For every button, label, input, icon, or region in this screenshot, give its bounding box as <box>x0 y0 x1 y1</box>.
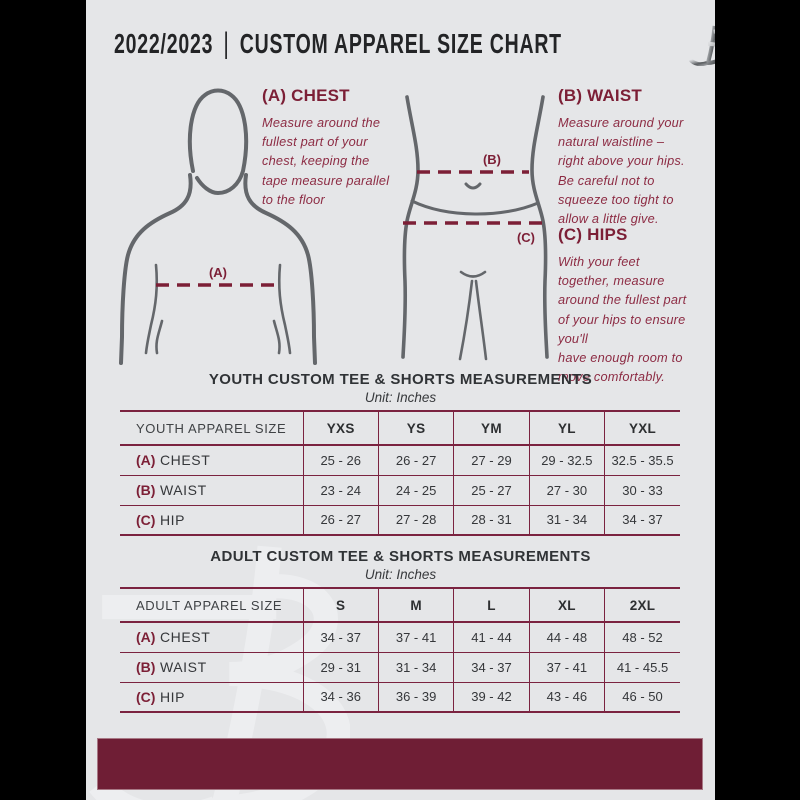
youth-size-yl: YL <box>528 410 605 446</box>
adult-size-s: S <box>302 587 379 623</box>
row-label: (B) WAIST <box>120 652 303 683</box>
youth-size-ys: YS <box>377 410 454 446</box>
waist-guide: (B) WAIST Measure around your natural wa… <box>558 86 714 228</box>
row-prefix: (C) <box>136 511 156 528</box>
adult-size-l: L <box>453 587 530 623</box>
row-prefix: (A) <box>136 629 156 646</box>
cell-value: 43 - 46 <box>528 682 605 713</box>
adult-waist-row: (B) WAIST 29 - 31 31 - 34 34 - 37 37 - 4… <box>120 652 680 683</box>
cell-value: 24 - 25 <box>377 475 454 506</box>
row-prefix: (A) <box>136 452 156 469</box>
cell-value: 26 - 27 <box>377 445 454 476</box>
cell-value: 28 - 31 <box>453 505 530 536</box>
cell-value: 29 - 32.5 <box>528 445 605 476</box>
waist-heading: (B) WAIST <box>558 86 642 105</box>
youth-size-ym: YM <box>453 410 530 446</box>
cell-value: 46 - 50 <box>604 682 680 713</box>
adult-size-table: ADULT APPAREL SIZE S M L XL 2XL (A) CHES… <box>120 587 680 713</box>
youth-size-table: YOUTH APPAREL SIZE YXS YS YM YL YXL (A) … <box>120 410 680 536</box>
youth-chest-row: (A) CHEST 25 - 26 26 - 27 27 - 29 29 - 3… <box>120 445 680 476</box>
adult-size-m: M <box>377 587 454 623</box>
row-label-text: WAIST <box>159 482 207 498</box>
youth-hip-row: (C) HIP 26 - 27 27 - 28 28 - 31 31 - 34 … <box>120 505 680 536</box>
upper-body-diagram: (A) <box>119 88 317 365</box>
row-prefix: (B) <box>136 659 156 675</box>
cell-value: 48 - 52 <box>604 622 680 653</box>
cell-value: 37 - 41 <box>377 622 454 653</box>
lower-body-diagram: (B) (C) <box>401 95 549 361</box>
cell-value: 41 - 45.5 <box>604 652 680 683</box>
hips-instructions: With your feet together, measure around … <box>558 254 687 385</box>
footer-accent-bar <box>97 738 703 790</box>
cell-value: 44 - 48 <box>528 622 605 653</box>
title-divider: | <box>223 25 230 59</box>
cell-value: 25 - 27 <box>453 475 530 506</box>
cell-value: 29 - 31 <box>302 652 379 683</box>
row-label-text: HIP <box>159 511 186 528</box>
adult-size-col-header: ADULT APPAREL SIZE <box>120 587 303 623</box>
row-label: (B) WAIST <box>120 475 303 506</box>
chest-guide: (A) CHEST Measure around the fullest par… <box>262 86 412 209</box>
chest-heading: (A) CHEST <box>262 86 350 105</box>
cell-value: 27 - 28 <box>377 505 454 536</box>
cell-value: 36 - 39 <box>377 682 454 713</box>
chest-instructions: Measure around the fullest part of your … <box>262 115 390 207</box>
cell-value: 39 - 42 <box>453 682 530 713</box>
youth-unit-label: Unit: Inches <box>364 390 437 405</box>
cell-value: 23 - 24 <box>302 475 379 506</box>
waist-marker-label: (B) <box>483 152 501 167</box>
hips-heading: (C) HIPS <box>558 225 628 244</box>
cell-value: 34 - 36 <box>302 682 379 713</box>
cell-value: 34 - 37 <box>604 505 680 536</box>
hip-marker-label: (C) <box>517 230 535 245</box>
cell-value: 32.5 - 35.5 <box>604 445 680 476</box>
row-label: (A) CHEST <box>120 622 303 653</box>
row-label-text: CHEST <box>159 452 211 469</box>
cell-value: 34 - 37 <box>453 652 530 683</box>
cell-value: 26 - 27 <box>302 505 379 536</box>
season-label: 2022/2023 <box>114 28 214 59</box>
row-label: (A) CHEST <box>120 445 303 476</box>
hips-guide: (C) HIPS With your feet together, measur… <box>558 225 714 386</box>
row-label-text: HIP <box>159 688 186 705</box>
cell-value: 31 - 34 <box>528 505 605 536</box>
adult-size-2xl: 2XL <box>604 587 680 623</box>
row-label: (C) HIP <box>120 505 303 536</box>
youth-size-yxl: YXL <box>604 410 680 446</box>
row-prefix: (B) <box>136 482 156 498</box>
adult-section-title: ADULT CUSTOM TEE & SHORTS MEASUREMENTS <box>210 548 591 565</box>
cell-value: 27 - 30 <box>528 475 605 506</box>
cell-value: 27 - 29 <box>453 445 530 476</box>
youth-waist-row: (B) WAIST 23 - 24 24 - 25 25 - 27 27 - 3… <box>120 475 680 506</box>
chest-marker-label: (A) <box>209 265 227 280</box>
breakaway-b-logo-icon <box>688 25 715 66</box>
size-chart-page: 2022/2023 | CUSTOM APPAREL SIZE CHART <box>86 0 715 800</box>
cell-value: 30 - 33 <box>604 475 680 506</box>
cell-value: 31 - 34 <box>377 652 454 683</box>
page-title: 2022/2023 | CUSTOM APPAREL SIZE CHART <box>114 25 562 61</box>
cell-value: 34 - 37 <box>302 622 379 653</box>
youth-size-yxs: YXS <box>302 410 379 446</box>
row-label-text: WAIST <box>159 659 207 675</box>
adult-chest-row: (A) CHEST 34 - 37 37 - 41 41 - 44 44 - 4… <box>120 622 680 653</box>
title-text: CUSTOM APPAREL SIZE CHART <box>239 28 562 59</box>
cell-value: 25 - 26 <box>302 445 379 476</box>
row-label: (C) HIP <box>120 682 303 713</box>
adult-header-row: ADULT APPAREL SIZE S M L XL 2XL <box>120 587 680 623</box>
youth-header-row: YOUTH APPAREL SIZE YXS YS YM YL YXL <box>120 410 680 446</box>
brand-lockup: BREAKAWAY <box>688 22 715 66</box>
row-prefix: (C) <box>136 688 156 705</box>
adult-hip-row: (C) HIP 34 - 36 36 - 39 39 - 42 43 - 46 … <box>120 682 680 713</box>
adult-unit-label: Unit: Inches <box>364 567 437 582</box>
adult-size-xl: XL <box>528 587 605 623</box>
youth-section-title: YOUTH CUSTOM TEE & SHORTS MEASUREMENTS <box>208 371 593 388</box>
youth-size-col-header: YOUTH APPAREL SIZE <box>120 410 303 446</box>
waist-instructions: Measure around your natural waistline – … <box>558 115 685 226</box>
cell-value: 37 - 41 <box>528 652 605 683</box>
header: 2022/2023 | CUSTOM APPAREL SIZE CHART <box>114 22 715 66</box>
row-label-text: CHEST <box>159 629 211 646</box>
cell-value: 41 - 44 <box>453 622 530 653</box>
